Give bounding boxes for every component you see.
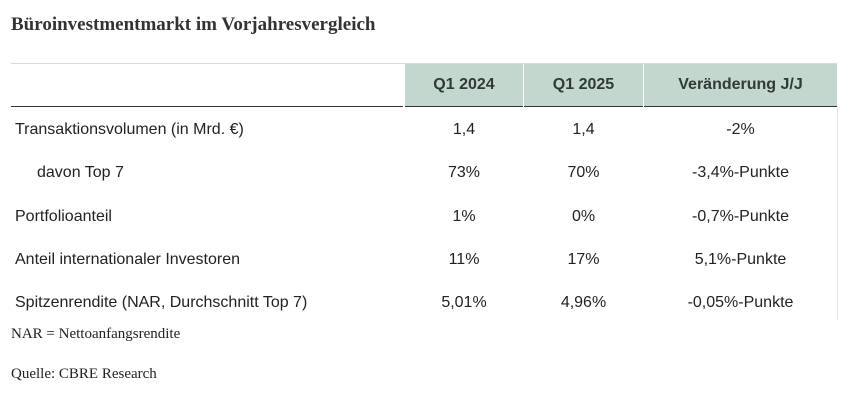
header-divider	[643, 64, 644, 106]
q1-2025-header-rule	[524, 106, 643, 107]
cell-q1-2025: 1,4	[572, 121, 595, 138]
column-header-change: Veränderung J/J	[678, 76, 803, 93]
cell-q1-2025: 4,96%	[560, 294, 607, 311]
source-note: Quelle: CBRE Research	[11, 366, 157, 382]
row-label: Portfolioanteil	[15, 208, 112, 225]
column-header-q1-2025: Q1 2025	[552, 76, 615, 93]
cell-q1-2024: 11%	[448, 251, 480, 268]
cell-q1-2025: 17%	[567, 251, 600, 268]
table-header-background	[405, 64, 837, 106]
table-right-edge	[837, 106, 838, 320]
cell-q1-2025: 70%	[567, 164, 600, 181]
row-label: Spitzenrendite (NAR, Durchschnitt Top 7)	[15, 294, 308, 311]
label-column-header-rule	[11, 106, 403, 107]
footnote: NAR = Nettoanfangsrendite	[11, 326, 181, 342]
cell-change: 5,1%-Punkte	[694, 251, 787, 268]
page-title: Büroinvestmentmarkt im Vorjahresvergleic…	[11, 14, 376, 35]
cell-q1-2024: 1,4	[452, 121, 476, 138]
row-label: Anteil internationaler Investoren	[15, 251, 241, 268]
cell-change: -0,7%-Punkte	[692, 208, 789, 225]
table-top-rule	[11, 63, 837, 64]
cell-change: -0,05%-Punkte	[687, 294, 794, 311]
header-divider	[523, 64, 524, 106]
column-header-q1-2024: Q1 2024	[433, 76, 495, 93]
cell-change: -2%	[726, 121, 755, 138]
row-label: Transaktionsvolumen (in Mrd. €)	[15, 121, 244, 138]
change-header-rule	[644, 106, 837, 107]
row-label: davon Top 7	[37, 164, 124, 181]
cell-q1-2024: 1%	[452, 208, 476, 225]
cell-q1-2025: 0%	[571, 208, 596, 225]
cell-q1-2024: 73%	[447, 164, 481, 181]
cell-q1-2024: 5,01%	[441, 294, 487, 311]
q1-2024-header-rule	[405, 106, 523, 107]
cell-change: -3,4%-Punkte	[692, 164, 789, 181]
